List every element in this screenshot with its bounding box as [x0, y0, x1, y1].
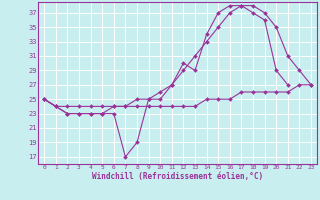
X-axis label: Windchill (Refroidissement éolien,°C): Windchill (Refroidissement éolien,°C)	[92, 172, 263, 181]
